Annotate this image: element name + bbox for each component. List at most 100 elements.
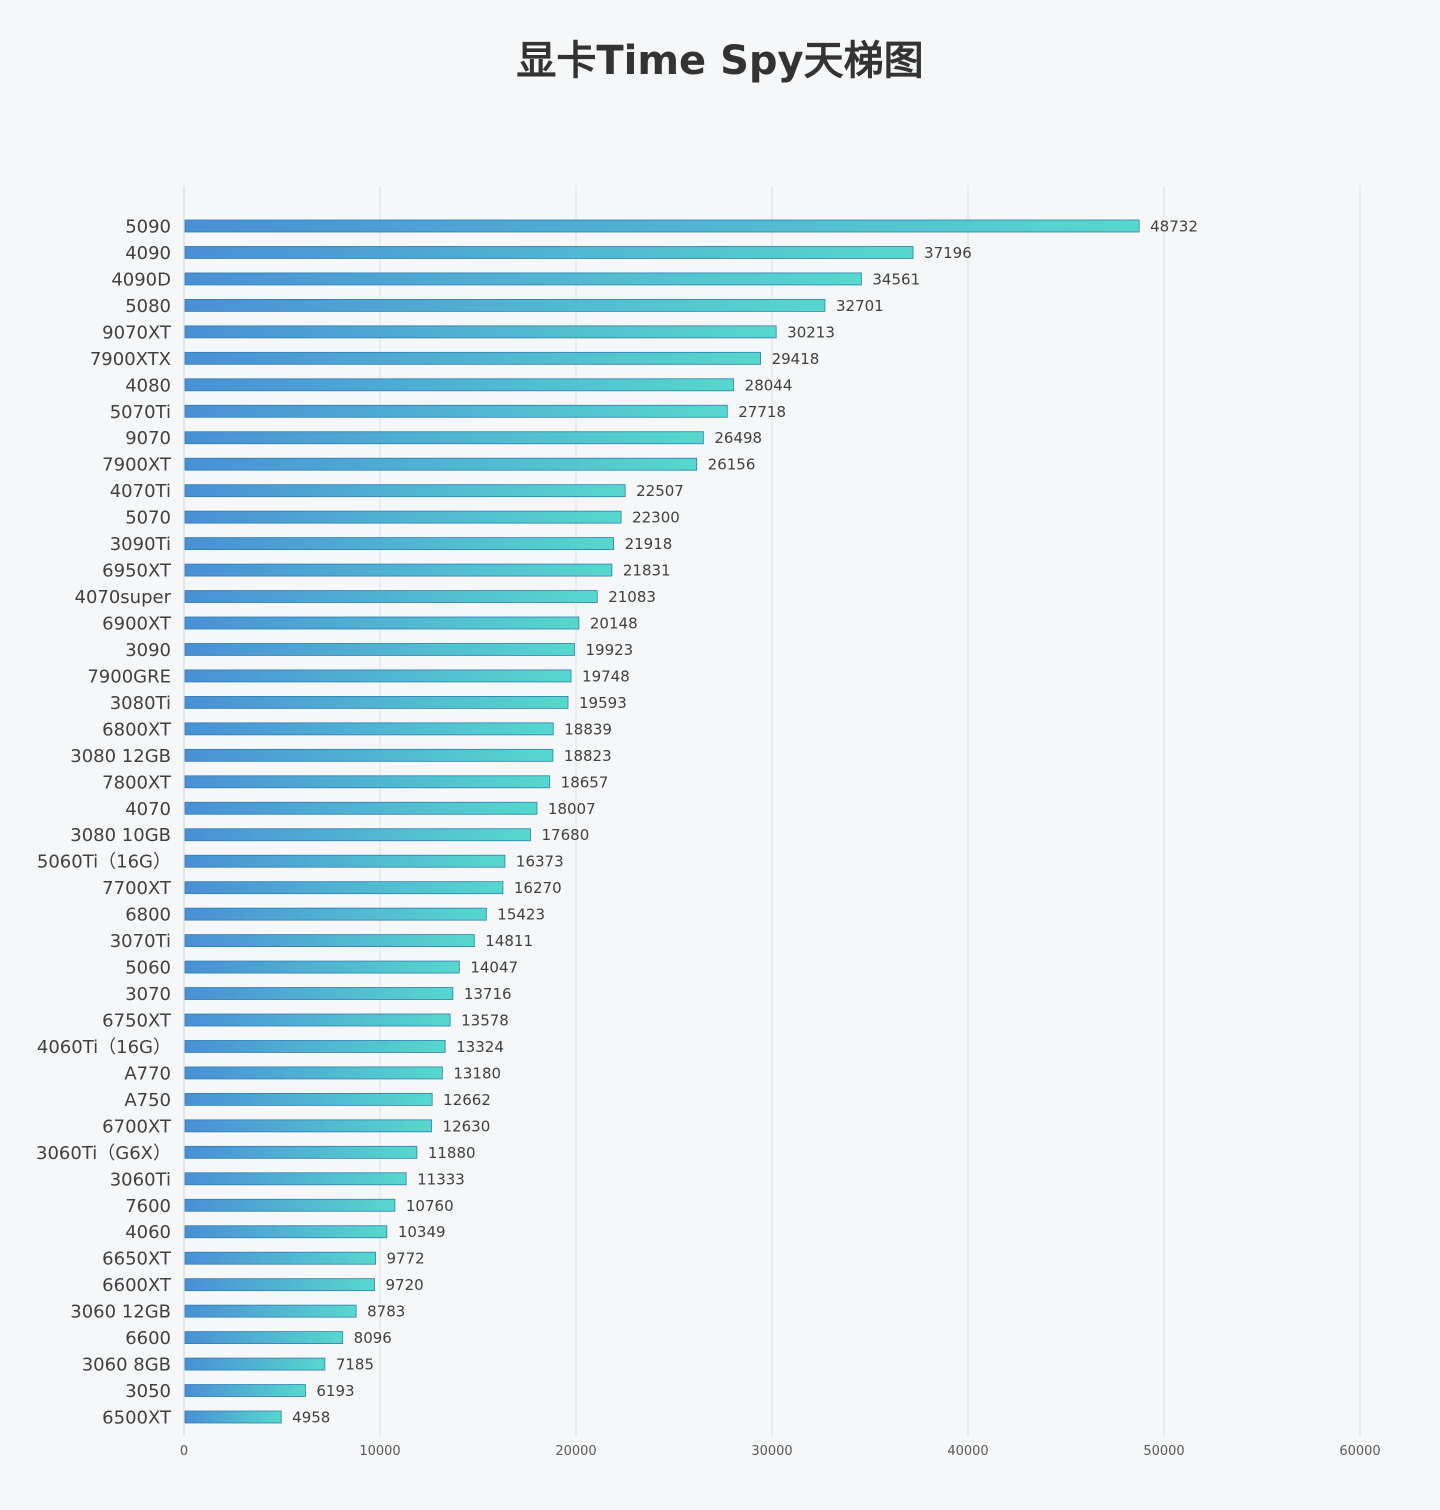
category-label: 5070Ti (110, 402, 171, 423)
category-label: 6600 (125, 1328, 171, 1349)
category-label: 6650XT (102, 1249, 172, 1270)
data-label: 22507 (636, 482, 684, 500)
bar (184, 1357, 326, 1371)
bar (184, 669, 572, 683)
category-label: 5090 (125, 217, 171, 238)
data-label: 22300 (632, 509, 680, 527)
data-label: 12630 (443, 1117, 491, 1135)
x-tick-label: 40000 (947, 1444, 988, 1459)
data-label: 4958 (292, 1409, 330, 1427)
category-label: 5060Ti（16G） (37, 852, 171, 873)
category-label: 6950XT (102, 561, 172, 582)
data-label: 11333 (417, 1170, 465, 1188)
category-label: 3080Ti (110, 693, 171, 714)
category-label: 6700XT (102, 1116, 172, 1137)
x-tick-label: 60000 (1339, 1444, 1380, 1459)
data-label: 19748 (582, 667, 630, 685)
data-label: 26498 (714, 429, 762, 447)
data-label: 14047 (470, 959, 518, 977)
category-label: 6750XT (102, 1011, 172, 1032)
bar (184, 1172, 407, 1186)
bar (184, 537, 614, 550)
category-label: 3080 12GB (70, 746, 171, 767)
data-label: 14811 (485, 932, 533, 950)
category-label: 3060 12GB (70, 1302, 171, 1323)
bar (184, 881, 504, 895)
data-label: 6193 (316, 1382, 354, 1400)
bar (184, 298, 826, 312)
data-label: 48732 (1150, 218, 1198, 236)
category-label: 7700XT (102, 878, 172, 899)
data-label: 18823 (564, 747, 612, 765)
category-label: 7600 (125, 1196, 171, 1217)
category-label: 6500XT (102, 1408, 172, 1429)
category-label: 6800 (125, 905, 171, 926)
bar (184, 272, 862, 286)
bar (184, 1410, 282, 1424)
bar (184, 1331, 344, 1344)
bar (184, 801, 538, 815)
bar (184, 1251, 376, 1265)
category-label: 4080 (125, 375, 171, 396)
bar (184, 1278, 375, 1292)
data-label: 21918 (625, 535, 673, 553)
bar (184, 1066, 443, 1080)
category-label: 5080 (125, 296, 171, 317)
category-label: 3050 (125, 1381, 171, 1402)
data-label: 9720 (386, 1276, 424, 1294)
category-label: 5070 (125, 508, 171, 529)
bar (184, 510, 622, 524)
bar (184, 325, 777, 339)
data-label: 19593 (579, 694, 627, 712)
bar (184, 907, 487, 921)
data-label: 9772 (387, 1250, 425, 1268)
bar (184, 616, 580, 630)
bar (184, 1040, 446, 1053)
x-tick-label: 10000 (359, 1444, 400, 1459)
category-label: 3080 10GB (70, 825, 171, 846)
bar (184, 960, 460, 974)
category-label: 4060 (125, 1222, 171, 1243)
category-label: 9070XT (102, 322, 172, 343)
data-label: 21083 (608, 588, 656, 606)
data-label: 15423 (497, 906, 545, 924)
data-label: 37196 (924, 244, 972, 262)
bar (184, 246, 914, 259)
bar (184, 1384, 306, 1397)
bar (184, 1013, 451, 1027)
bar (184, 1198, 396, 1212)
chart-title: 显卡Time Spy天梯图 (516, 38, 924, 84)
data-label: 19923 (585, 641, 633, 659)
bar (184, 404, 728, 418)
category-label: 6600XT (102, 1275, 172, 1296)
category-label: 3090Ti (110, 534, 171, 555)
bar (184, 828, 531, 842)
category-label: 7900GRE (87, 666, 171, 687)
bar (184, 351, 761, 365)
data-label: 13180 (453, 1064, 501, 1082)
category-label: A750 (124, 1090, 171, 1111)
data-label: 12662 (443, 1091, 491, 1109)
category-label: A770 (124, 1063, 171, 1084)
data-label: 20148 (590, 615, 638, 633)
data-label: 21831 (623, 562, 671, 580)
data-label: 8096 (354, 1329, 392, 1347)
x-tick-label: 30000 (751, 1444, 792, 1459)
data-label: 13578 (461, 1012, 509, 1030)
data-label: 17680 (542, 826, 590, 844)
bar (184, 378, 735, 392)
data-label: 8783 (367, 1303, 405, 1321)
x-tick-label: 20000 (555, 1444, 596, 1459)
bar (184, 1093, 433, 1106)
bar (184, 1304, 357, 1318)
category-label: 4070Ti (110, 481, 171, 502)
bar (184, 219, 1140, 233)
bar (184, 590, 598, 603)
category-label: 4090D (111, 269, 171, 290)
data-label: 29418 (772, 350, 820, 368)
category-label: 7900XT (102, 455, 172, 476)
bar (184, 722, 554, 736)
category-label: 4060Ti（16G） (37, 1037, 171, 1058)
x-tick-label: 50000 (1143, 1444, 1184, 1459)
